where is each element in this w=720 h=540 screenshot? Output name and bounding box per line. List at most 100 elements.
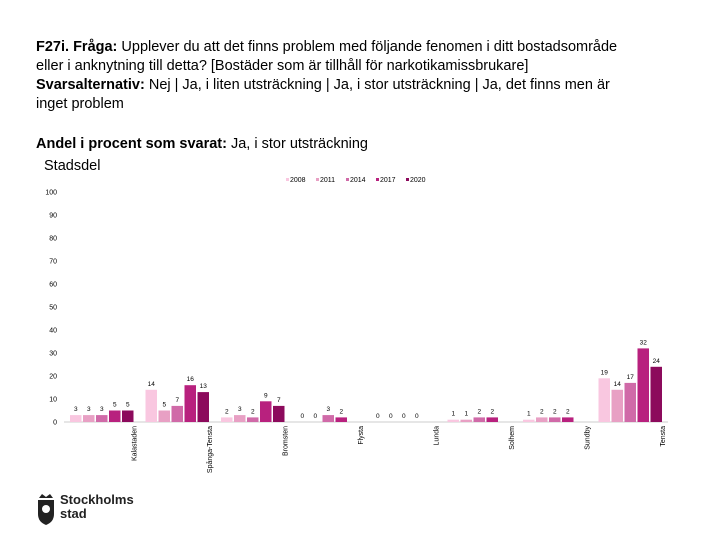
bar <box>460 419 472 422</box>
x-tick-label: Spånga-Tensta <box>206 426 214 473</box>
bar-value-label: 0 <box>376 413 380 420</box>
bar-value-label: 2 <box>225 408 229 415</box>
bar-value-label: 19 <box>601 369 609 376</box>
logo-text: Stockholms stad <box>60 493 134 521</box>
bar <box>260 401 272 422</box>
question-line-2: eller i anknytning till detta? [Bostäder… <box>36 58 529 74</box>
bar-value-label: 0 <box>389 413 393 420</box>
bar-value-label: 0 <box>415 413 419 420</box>
bar <box>611 389 623 422</box>
x-tick-label: Kalastaden <box>132 426 139 461</box>
y-tick-label: 20 <box>49 374 57 381</box>
y-tick-label: 40 <box>49 328 57 335</box>
bar <box>322 415 334 422</box>
bar-value-label: 2 <box>339 408 343 415</box>
bar-value-label: 17 <box>627 374 635 381</box>
group-label: Stadsdel <box>44 158 101 174</box>
y-tick-label: 90 <box>49 213 57 220</box>
answers-lead: Svarsalternativ: <box>36 77 145 93</box>
bar <box>158 410 170 422</box>
bar <box>473 417 485 422</box>
bar <box>221 417 233 422</box>
bar <box>273 405 285 422</box>
bar <box>70 415 82 422</box>
bar-value-label: 2 <box>477 408 481 415</box>
bar <box>562 417 574 422</box>
legend-swatch <box>346 178 349 181</box>
bar <box>335 417 347 422</box>
bar-value-label: 1 <box>527 411 531 418</box>
bar-value-label: 3 <box>326 406 330 413</box>
legend-swatch <box>376 178 379 181</box>
x-tick-label: Sundby <box>585 426 592 450</box>
bar-value-label: 0 <box>402 413 406 420</box>
bar-value-label: 7 <box>175 397 179 404</box>
question-text-rest: Upplever du att det finns problem med fö… <box>117 39 618 55</box>
subtitle-rest: Ja, i stor utsträckning <box>226 136 368 152</box>
bar-value-label: 2 <box>566 408 570 415</box>
bar <box>184 385 196 422</box>
legend-swatch <box>316 178 319 181</box>
bar-value-label: 1 <box>451 411 455 418</box>
bar <box>171 405 183 422</box>
y-tick-label: 60 <box>49 282 57 289</box>
bar <box>83 415 95 422</box>
answers-rest: Nej | Ja, i liten utsträckning | Ja, i s… <box>144 77 610 93</box>
bar <box>197 392 209 422</box>
x-tick-label: Solhem <box>509 426 516 450</box>
bar-value-label: 7 <box>277 397 281 404</box>
legend-label: 2020 <box>410 177 426 184</box>
legend-label: 2008 <box>290 177 306 184</box>
bar-value-label: 5 <box>113 402 117 409</box>
bar-value-label: 3 <box>238 406 242 413</box>
bar <box>650 366 662 422</box>
x-tick-label: Flysta <box>358 426 365 445</box>
bar <box>109 410 121 422</box>
bar <box>447 419 459 422</box>
legend-label: 2014 <box>350 177 366 184</box>
bar <box>122 410 134 422</box>
chart-subtitle: Andel i procent som svarat: Ja, i stor u… <box>36 136 368 152</box>
bar-value-label: 32 <box>640 339 648 346</box>
bar-value-label: 3 <box>100 406 104 413</box>
question-line-4: inget problem <box>36 96 124 112</box>
bar-value-label: 13 <box>200 383 208 390</box>
bar-value-label: 24 <box>653 358 661 365</box>
legend-swatch <box>286 178 289 181</box>
question-lead: F27i. Fråga: <box>36 39 118 55</box>
bar-value-label: 2 <box>251 408 255 415</box>
subtitle-lead: Andel i procent som svarat: <box>36 136 227 152</box>
bar-value-label: 0 <box>300 413 304 420</box>
bar-value-label: 0 <box>313 413 317 420</box>
bar-value-label: 5 <box>126 402 130 409</box>
logo-line-1: Stockholms <box>60 492 134 507</box>
y-tick-label: 10 <box>49 397 57 404</box>
bar <box>624 382 636 422</box>
crown-shield-icon <box>38 494 54 525</box>
legend-swatch <box>406 178 409 181</box>
bar <box>145 389 157 422</box>
bar-value-label: 16 <box>187 376 195 383</box>
x-tick-label: Tensta <box>660 426 667 447</box>
bar-value-label: 9 <box>264 392 268 399</box>
question-line-1: F27i. Fråga: Upplever du att det finns p… <box>36 38 696 57</box>
question-line-3: Svarsalternativ: Nej | Ja, i liten utstr… <box>36 76 696 95</box>
bar-value-label: 14 <box>148 381 156 388</box>
legend-label: 2011 <box>320 177 335 184</box>
bar-value-label: 5 <box>162 402 166 409</box>
bar-value-label: 14 <box>614 381 622 388</box>
x-tick-label: Bromsten <box>283 426 290 456</box>
bar-value-label: 3 <box>87 406 91 413</box>
y-tick-label: 0 <box>53 420 57 427</box>
bar-value-label: 2 <box>553 408 557 415</box>
bar-value-label: 1 <box>464 411 468 418</box>
bar <box>637 348 649 422</box>
bar-value-label: 2 <box>490 408 494 415</box>
bar <box>96 415 108 422</box>
bar <box>549 417 561 422</box>
y-tick-label: 70 <box>49 259 57 266</box>
question-text: F27i. Fråga: Upplever du att det finns p… <box>36 38 696 114</box>
bar <box>536 417 548 422</box>
bar <box>486 417 498 422</box>
